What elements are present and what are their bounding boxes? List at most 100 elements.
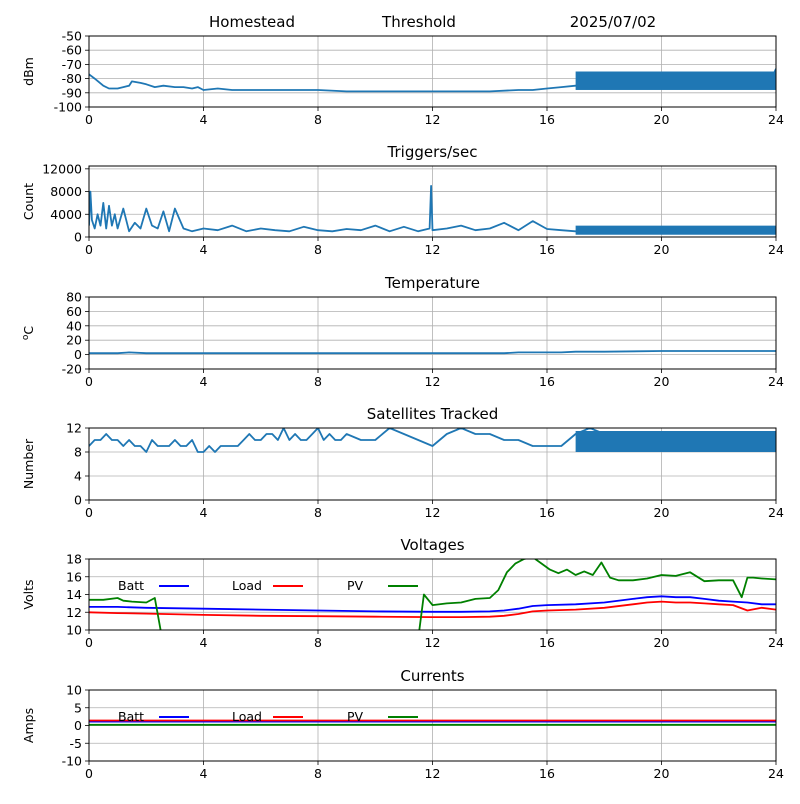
x-tick-label: 20: [654, 374, 670, 389]
x-tick-label: 4: [200, 242, 208, 257]
x-tick-label: 12: [425, 766, 441, 781]
axes-frame: [88, 296, 777, 370]
y-tick-label: 60: [66, 304, 82, 319]
x-tick-label: 16: [539, 635, 555, 650]
series-line-batt: [89, 595, 776, 613]
axes-frame: [88, 689, 777, 762]
series-line-1: [89, 350, 776, 355]
x-tick-label: 8: [314, 242, 322, 257]
header-label: Threshold: [381, 13, 456, 31]
y-axis-label-unit: C: [21, 326, 36, 335]
x-tick-label: 20: [654, 766, 670, 781]
x-tick-label: 8: [314, 112, 322, 127]
plot-area: [89, 428, 776, 453]
axes-frame: [88, 35, 777, 108]
y-tick-label: -70: [62, 57, 82, 72]
x-tick-label: 16: [539, 374, 555, 389]
x-tick-label: 8: [314, 374, 322, 389]
y-tick-label: 4000: [50, 207, 82, 222]
y-tick-label: 0: [74, 347, 82, 362]
y-axis-label: Count: [21, 183, 36, 220]
plot-area: [89, 559, 776, 630]
plot-area: [89, 350, 776, 355]
x-tick-label: 20: [654, 242, 670, 257]
x-tick-label: 0: [85, 242, 93, 257]
plot-area: [89, 184, 776, 235]
x-tick-label: 4: [200, 635, 208, 650]
x-tick-label: 0: [85, 766, 93, 781]
x-tick-label: 16: [539, 505, 555, 520]
header-date: 2025/07/02: [570, 13, 656, 31]
x-tick-label: 12: [425, 505, 441, 520]
y-tick-label: 10: [66, 623, 82, 638]
axes-frame: [88, 558, 777, 631]
y-tick-label: -100: [54, 100, 82, 115]
x-tick-label: 4: [200, 374, 208, 389]
x-tick-label: 0: [85, 112, 93, 127]
x-tick-label: 4: [200, 505, 208, 520]
y-tick-label: 8: [74, 445, 82, 460]
y-tick-label: 12: [66, 421, 82, 436]
x-tick-label: 12: [425, 374, 441, 389]
panel-title: Triggers/sec: [387, 143, 478, 161]
x-tick-label: 0: [85, 505, 93, 520]
y-tick-label: 12000: [42, 161, 82, 176]
x-tick-label: 8: [314, 766, 322, 781]
y-tick-label: 18: [66, 552, 82, 567]
y-tick-label: -90: [62, 85, 82, 100]
x-tick-label: 12: [425, 242, 441, 257]
chart-panel-1: 0 4 8 12 16 20 24 -100-90-80-70-60-50 dBm: [21, 29, 784, 128]
x-tick-label: 12: [425, 112, 441, 127]
y-tick-label: 0: [74, 493, 82, 508]
legend-label-batt: Batt: [118, 578, 144, 593]
y-axis-label: Amps: [21, 708, 36, 743]
y-axis-label: oC: [21, 326, 36, 341]
series-dense-band: [575, 431, 776, 452]
y-tick-label: 14: [66, 587, 82, 602]
x-tick-label: 16: [539, 242, 555, 257]
y-axis-label: dBm: [21, 57, 36, 86]
header-site: Homestead: [209, 13, 295, 31]
x-tick-label: 24: [768, 635, 784, 650]
x-tick-label: 8: [314, 635, 322, 650]
plot-area: [89, 68, 776, 93]
x-tick-label: 24: [768, 505, 784, 520]
y-tick-label: -10: [62, 754, 82, 769]
panel-title: Voltages: [400, 536, 464, 554]
x-tick-label: 16: [539, 112, 555, 127]
y-tick-label: 8000: [50, 184, 82, 199]
y-tick-label: 40: [66, 318, 82, 333]
chart-panel-5: 0 4 8 12 16 20 24 10 12 14 16 18 Voltages Volts Batt Lo…: [21, 536, 784, 650]
y-axis-label: Number: [21, 438, 36, 489]
x-tick-label: 24: [768, 112, 784, 127]
x-tick-label: 4: [200, 766, 208, 781]
y-tick-label: 0: [74, 230, 82, 245]
y-tick-label: 12: [66, 605, 82, 620]
axes-frame: [88, 165, 777, 238]
y-tick-label: -5: [70, 736, 82, 751]
series-line-pv: [89, 559, 776, 630]
x-tick-label: 8: [314, 505, 322, 520]
chart-panel-2: 0 4 8 12 16 20 24 0 4000 8000 12000 Triggers/sec Cou…: [21, 143, 784, 257]
axes-frame: [88, 427, 777, 501]
legend-label-pv: PV: [347, 578, 364, 593]
series-dense-band: [575, 225, 776, 235]
y-tick-label: 5: [74, 700, 82, 715]
y-tick-label: 20: [66, 333, 82, 348]
y-tick-label: 0: [74, 718, 82, 733]
y-tick-label: -20: [62, 362, 82, 377]
x-tick-label: 20: [654, 112, 670, 127]
x-tick-label: 12: [425, 635, 441, 650]
x-tick-label: 24: [768, 374, 784, 389]
x-tick-label: 20: [654, 635, 670, 650]
panel-title: Satellites Tracked: [367, 405, 498, 423]
x-tick-label: 0: [85, 374, 93, 389]
panel-title: Currents: [400, 667, 464, 685]
y-axis-label-degree: o: [21, 334, 31, 340]
y-tick-label: 4: [74, 469, 82, 484]
